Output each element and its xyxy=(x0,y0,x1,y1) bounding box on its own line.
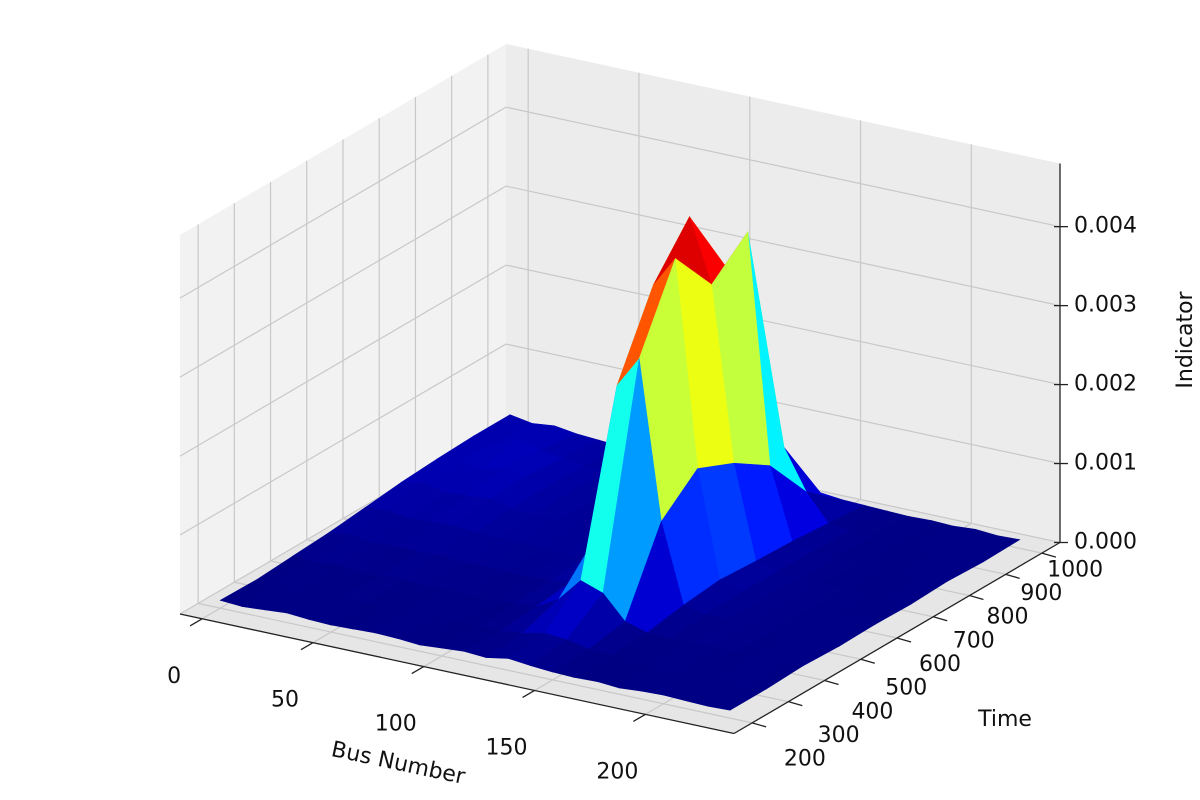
y-tick-label: 900 xyxy=(1020,581,1062,606)
axis-line xyxy=(179,613,735,735)
y-tick-label: 300 xyxy=(818,723,860,748)
y-tick-label: 400 xyxy=(851,699,893,724)
grid-line xyxy=(505,264,1061,386)
grid-line xyxy=(179,264,507,457)
axes: 0501001502002003004005006007008009001000… xyxy=(167,163,1198,790)
tick-mark xyxy=(411,666,425,675)
y-tick-label: 700 xyxy=(953,628,995,653)
grid-line xyxy=(179,343,507,536)
x-tick-label: 150 xyxy=(486,735,528,760)
tick-mark xyxy=(633,713,646,722)
x-tick-label: 100 xyxy=(375,712,417,737)
y-tick-label: 800 xyxy=(987,605,1029,630)
grid-line xyxy=(505,106,1061,228)
tick-mark xyxy=(751,722,767,728)
tick-mark xyxy=(522,689,535,699)
x-axis-label: Bus Number xyxy=(329,737,468,790)
x-tick-label: 50 xyxy=(271,688,299,713)
tick-mark xyxy=(824,679,839,686)
z-tick-label: 0.004 xyxy=(1074,214,1137,239)
y-tick-label: 600 xyxy=(919,652,961,677)
tick-mark xyxy=(969,594,984,601)
tick-mark xyxy=(189,618,203,627)
tick-mark xyxy=(860,658,875,664)
z-tick-label: 0.000 xyxy=(1074,530,1137,555)
tick-mark xyxy=(896,637,912,643)
grid-line xyxy=(179,106,507,299)
y-tick-label: 200 xyxy=(784,747,826,772)
surface-patch xyxy=(706,683,768,711)
tick-mark xyxy=(1005,573,1020,579)
x-tick-label: 200 xyxy=(596,759,638,784)
x-tick-label: 0 xyxy=(167,664,181,689)
z-tick-label: 0.002 xyxy=(1074,372,1137,397)
tick-mark xyxy=(300,642,314,651)
y-tick-label: 1000 xyxy=(1047,557,1103,582)
z-tick-label: 0.003 xyxy=(1074,293,1137,318)
tick-mark xyxy=(1041,552,1057,558)
grid-line xyxy=(505,343,1061,465)
z-tick-label: 0.001 xyxy=(1074,451,1137,476)
y-axis-label: Time xyxy=(977,707,1032,732)
grid-line xyxy=(179,185,507,378)
surface xyxy=(219,215,1021,711)
grid-line xyxy=(505,185,1061,307)
z-axis-label: Indicator xyxy=(1173,290,1198,388)
tick-mark xyxy=(788,701,803,707)
tick-mark xyxy=(933,616,948,622)
grid-line xyxy=(197,602,753,724)
y-tick-label: 500 xyxy=(885,676,927,701)
